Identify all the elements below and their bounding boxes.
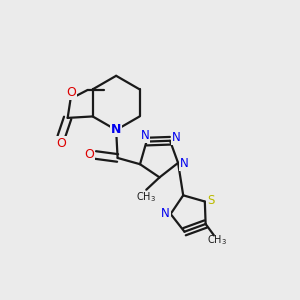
Text: N: N: [111, 124, 121, 136]
Text: S: S: [208, 194, 215, 207]
Text: O: O: [84, 148, 94, 160]
Text: O: O: [66, 86, 76, 99]
Text: O: O: [56, 137, 66, 150]
Text: N: N: [141, 129, 149, 142]
Text: N: N: [180, 157, 189, 170]
Text: N: N: [161, 207, 170, 220]
Text: CH$_3$: CH$_3$: [207, 234, 227, 248]
Text: N: N: [172, 131, 181, 144]
Text: CH$_3$: CH$_3$: [136, 190, 156, 204]
